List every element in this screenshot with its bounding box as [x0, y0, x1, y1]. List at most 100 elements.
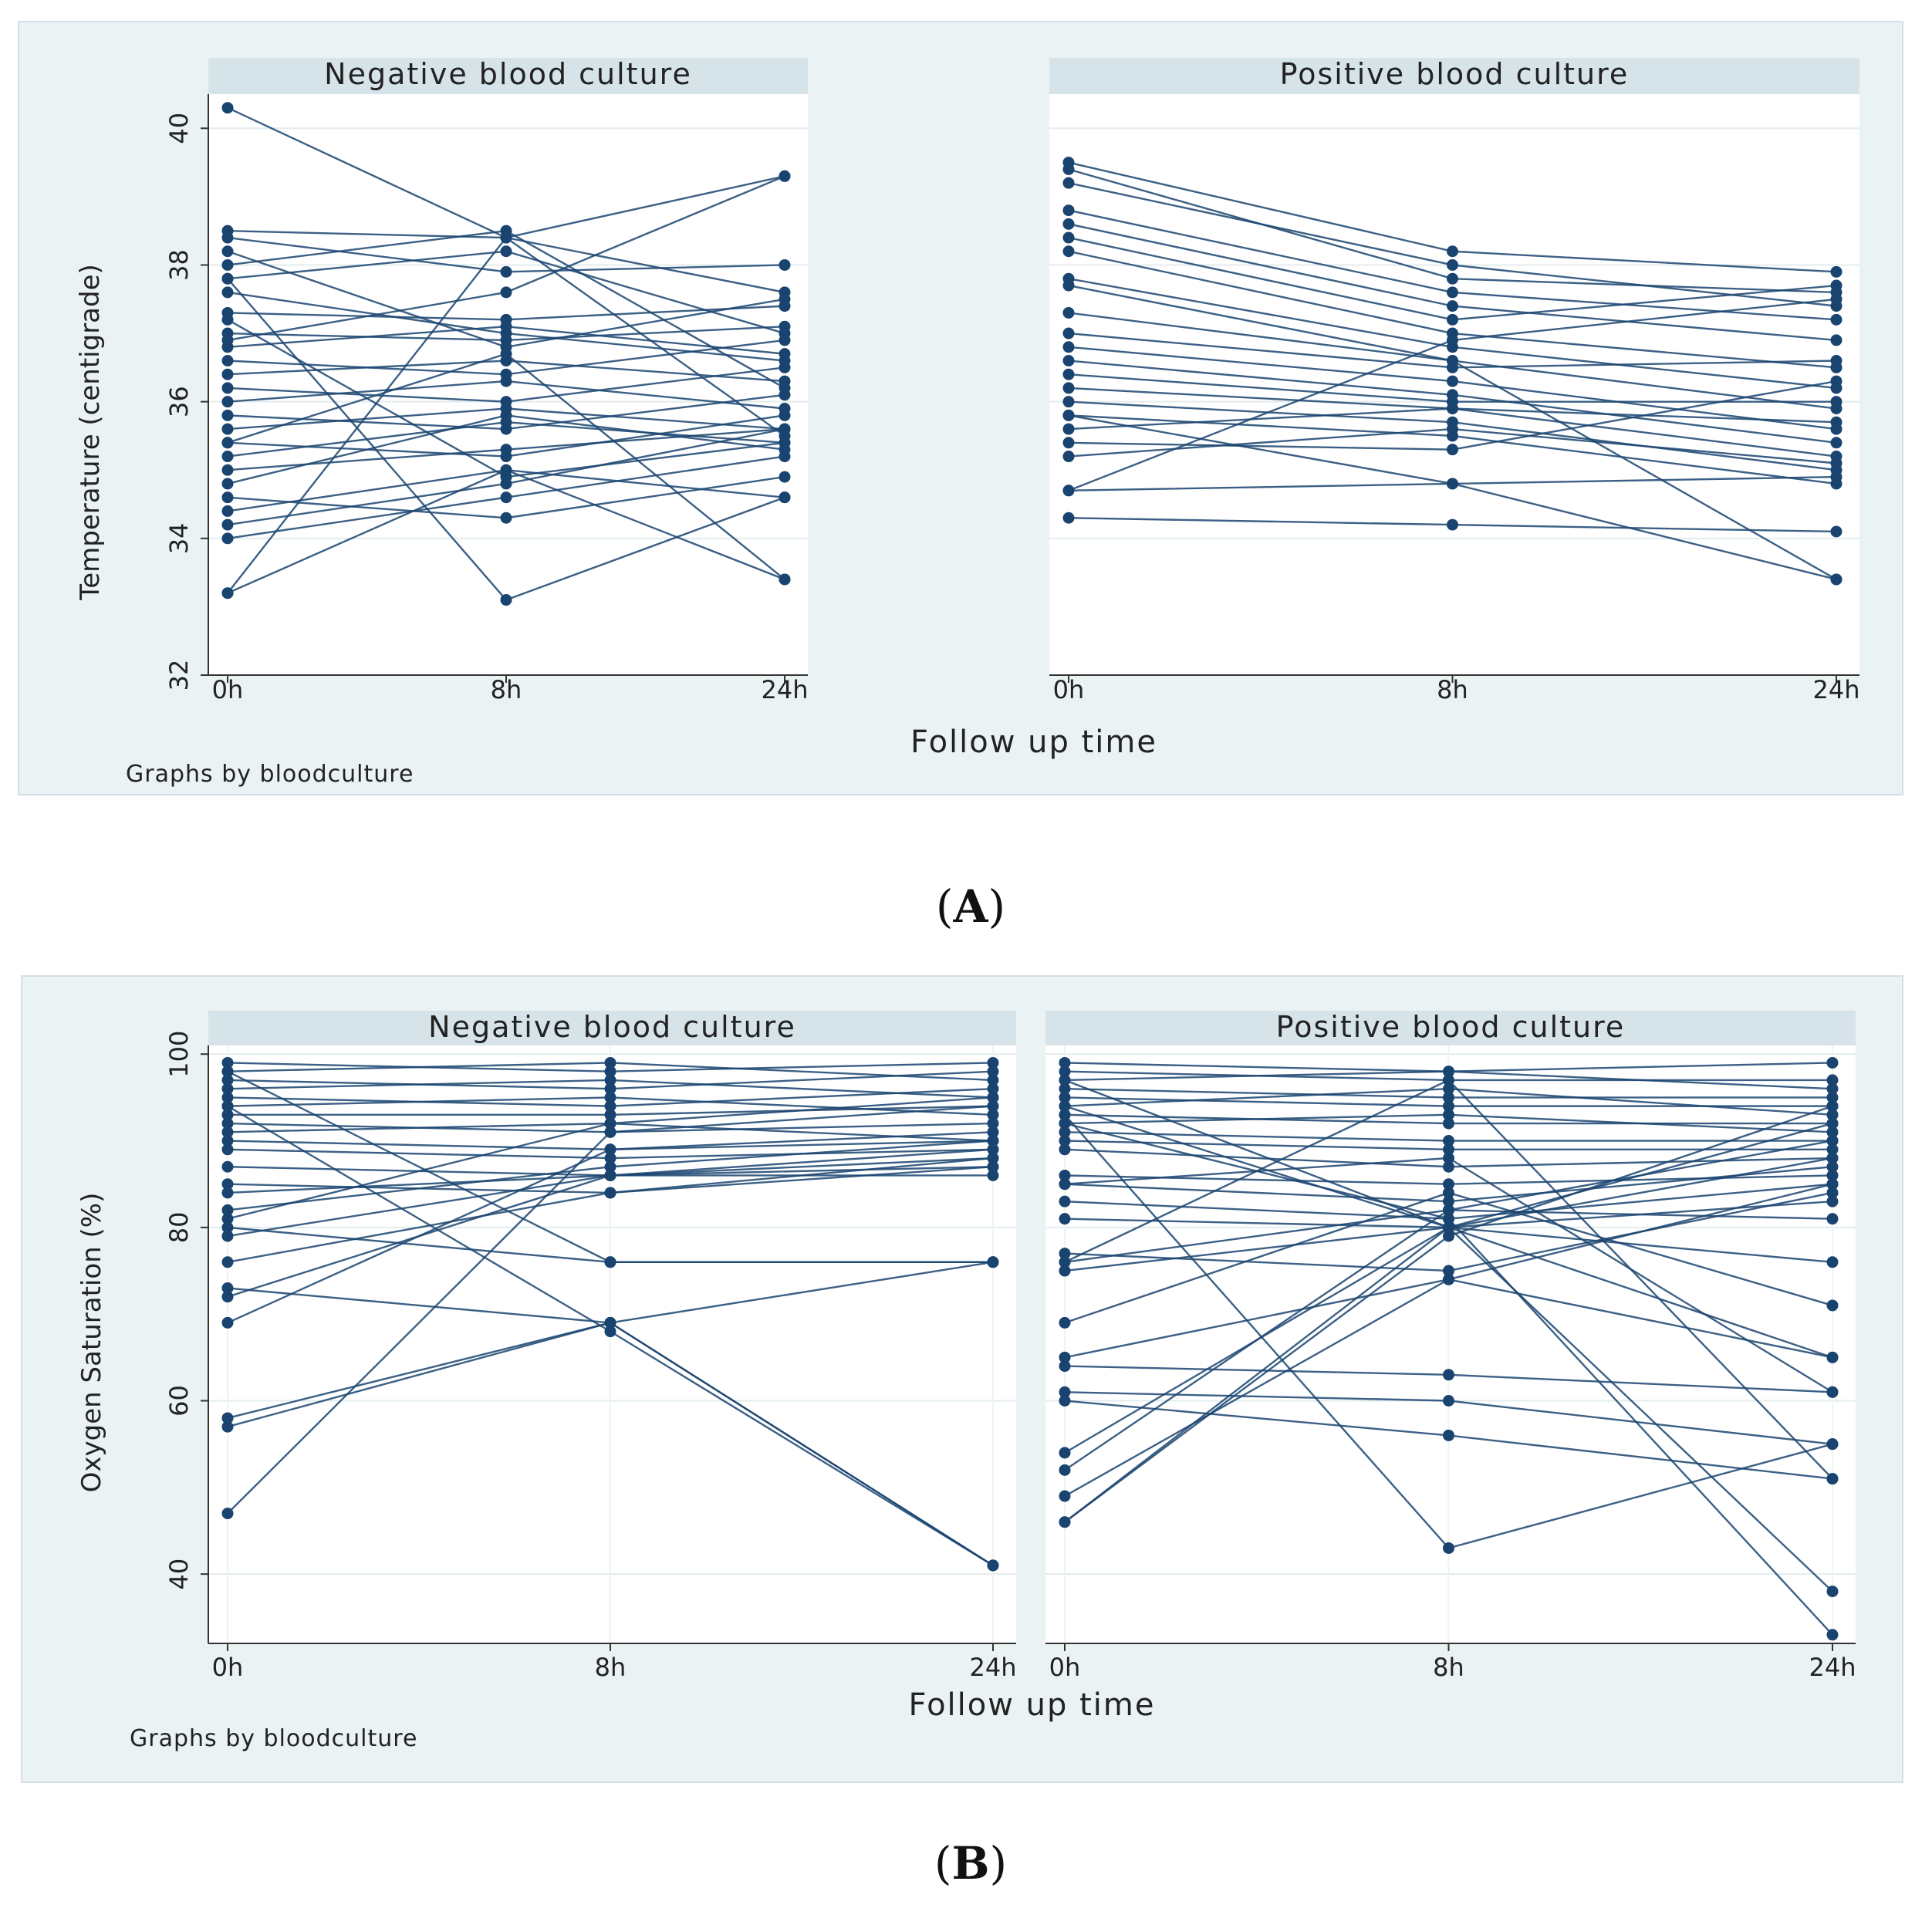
facet-strip	[1049, 58, 1859, 94]
data-point	[604, 1066, 616, 1078]
data-point	[1830, 279, 1842, 292]
panel-label-letter: B	[951, 1837, 989, 1890]
facet-title: Negative blood culture	[324, 57, 692, 91]
data-point	[221, 478, 234, 490]
data-point	[1443, 1213, 1454, 1225]
data-point	[604, 1160, 616, 1173]
data-point	[779, 170, 791, 182]
data-point	[1059, 1117, 1071, 1130]
data-point	[1059, 1464, 1071, 1476]
facet-negative: Negative blood culture 0h 8h 24h 40 60 80 100	[164, 1010, 1017, 1682]
y-tick-label: 32	[164, 660, 194, 691]
data-point	[987, 1074, 999, 1086]
data-point	[779, 375, 791, 387]
data-point	[500, 375, 512, 387]
data-point	[604, 1187, 616, 1199]
panel-label-letter: A	[952, 880, 988, 933]
data-point	[221, 1256, 234, 1268]
data-point	[221, 1082, 234, 1095]
data-point	[1830, 396, 1842, 408]
data-point	[1830, 525, 1842, 538]
data-point	[500, 286, 512, 299]
data-point	[604, 1256, 616, 1268]
data-point	[221, 286, 234, 299]
data-point	[1062, 218, 1075, 230]
data-point	[500, 512, 512, 524]
data-point	[1059, 1516, 1071, 1528]
data-point	[1443, 1160, 1454, 1173]
data-point	[221, 1316, 234, 1329]
x-axis-title: Follow up time	[910, 724, 1157, 760]
data-point	[987, 1056, 999, 1069]
data-point	[500, 594, 512, 606]
data-point	[779, 361, 791, 373]
panel-label-close: )	[988, 880, 1006, 933]
data-point	[221, 505, 234, 517]
data-point	[987, 1559, 999, 1572]
data-point	[1062, 423, 1075, 435]
x-tick-label: 24h	[1809, 1653, 1856, 1682]
data-point	[604, 1152, 616, 1164]
x-tick-label: 24h	[762, 675, 809, 704]
data-point	[779, 300, 791, 312]
data-point	[1443, 1135, 1454, 1147]
data-point	[604, 1056, 616, 1069]
data-point	[221, 1282, 234, 1294]
data-point	[1826, 1100, 1839, 1113]
data-point	[1443, 1395, 1454, 1407]
data-point	[1062, 177, 1075, 189]
data-point	[1826, 1160, 1839, 1173]
data-point	[1059, 1135, 1071, 1147]
data-point	[604, 1082, 616, 1095]
series-group	[1062, 157, 1842, 586]
data-point	[1059, 1490, 1071, 1502]
data-point	[1443, 1187, 1454, 1199]
data-point	[1062, 396, 1075, 408]
facet-strip	[208, 58, 808, 94]
data-point	[1059, 1178, 1071, 1191]
data-point	[1443, 1082, 1454, 1095]
facet-negative: Negative blood culture 0h 8h 24h 32 34 36 38 40	[164, 57, 809, 704]
data-point	[1447, 375, 1458, 387]
data-point	[221, 1221, 234, 1234]
data-point	[1062, 204, 1075, 217]
y-tick-label: 100	[164, 1031, 194, 1078]
data-point	[987, 1109, 999, 1121]
data-point	[987, 1160, 999, 1173]
data-point	[1826, 1629, 1839, 1641]
data-point	[1059, 1066, 1071, 1078]
data-point	[779, 573, 791, 586]
data-point	[221, 245, 234, 258]
data-point	[1826, 1178, 1839, 1191]
data-point	[221, 1066, 234, 1078]
data-point	[1062, 451, 1075, 463]
facet-positive: Positive blood culture 0h 8h 24h	[1045, 1010, 1856, 1682]
data-point	[1826, 1152, 1839, 1164]
panel-label-open: (	[934, 1837, 952, 1890]
data-point	[1443, 1091, 1454, 1103]
data-point	[779, 320, 791, 333]
data-point	[221, 1117, 234, 1130]
facet-title: Positive blood culture	[1280, 57, 1630, 91]
data-point	[604, 1143, 616, 1156]
facet-positive: Positive blood culture 0h 8h 24h	[1049, 57, 1860, 704]
data-point	[221, 1126, 234, 1138]
data-point	[221, 334, 234, 346]
data-point	[1443, 1230, 1454, 1242]
data-point	[1059, 1074, 1071, 1086]
data-point	[1443, 1109, 1454, 1121]
data-point	[1062, 368, 1075, 380]
data-point	[221, 258, 234, 271]
data-point	[779, 348, 791, 360]
data-point	[500, 265, 512, 278]
data-point	[1447, 334, 1458, 346]
data-point	[1826, 1074, 1839, 1086]
data-point	[1826, 1056, 1839, 1069]
data-point	[1443, 1369, 1454, 1381]
data-point	[1062, 245, 1075, 258]
data-point	[221, 518, 234, 531]
data-point	[1826, 1135, 1839, 1147]
data-point	[1826, 1117, 1839, 1130]
data-point	[987, 1169, 999, 1181]
x-tick-label: 0h	[212, 675, 244, 704]
